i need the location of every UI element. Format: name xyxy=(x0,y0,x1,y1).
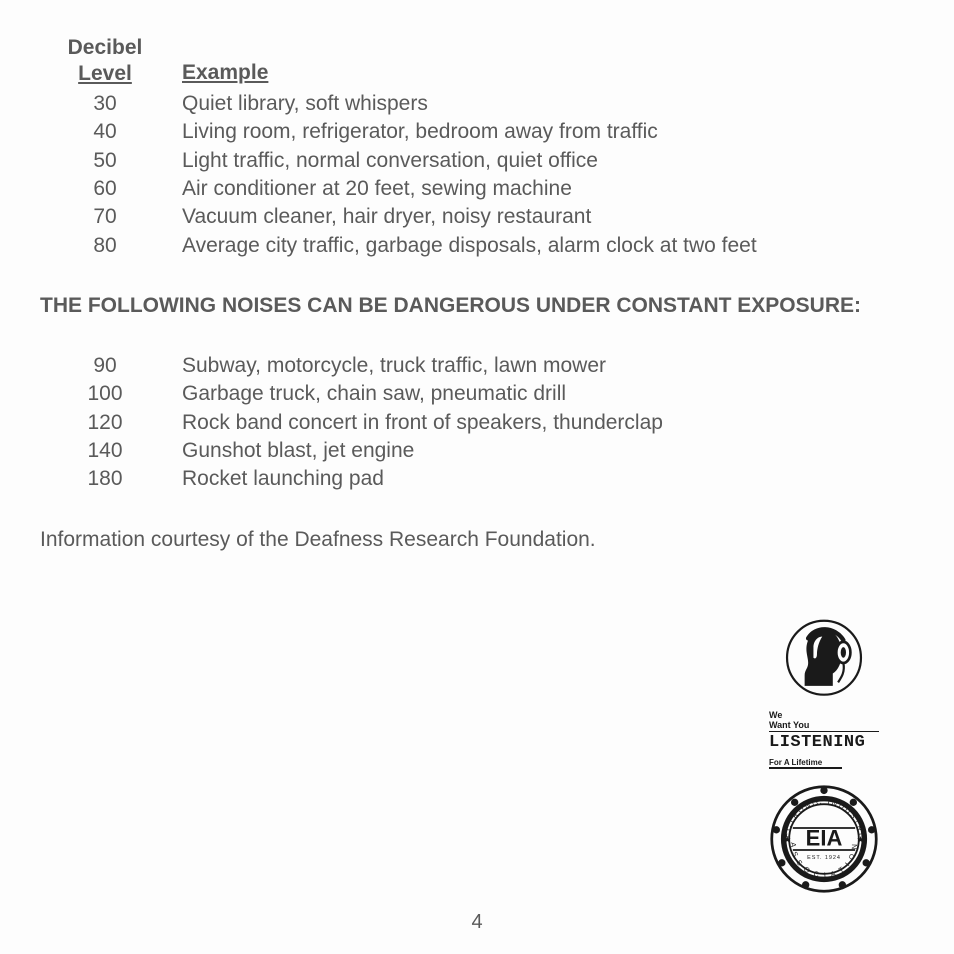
table-row: 60Air conditioner at 20 feet, sewing mac… xyxy=(40,175,914,203)
cell-level: 100 xyxy=(40,380,170,408)
cell-example: Light traffic, normal conversation, quie… xyxy=(170,147,914,175)
cell-example: Subway, motorcycle, truck traffic, lawn … xyxy=(170,352,914,380)
safe-rows: 30Quiet library, soft whispers40Living r… xyxy=(40,90,914,260)
svg-text:★: ★ xyxy=(783,835,791,845)
table-row: 40Living room, refrigerator, bedroom awa… xyxy=(40,118,914,146)
cell-level: 90 xyxy=(40,352,170,380)
table-row: 120Rock band concert in front of speaker… xyxy=(40,409,914,437)
header-level-line2: Level xyxy=(78,62,132,86)
table-row: 180Rocket launching pad xyxy=(40,465,914,493)
svg-text:★: ★ xyxy=(857,835,865,845)
cell-example: Quiet library, soft whispers xyxy=(170,90,914,118)
table-row: 90Subway, motorcycle, truck traffic, law… xyxy=(40,352,914,380)
header-level: Decibel Level xyxy=(40,36,170,86)
page-number: 4 xyxy=(0,911,954,934)
logos-container: We Want You LISTENING For A Lifetime ELE… xyxy=(764,619,884,894)
cell-level: 140 xyxy=(40,437,170,465)
table-row: 30Quiet library, soft whispers xyxy=(40,90,914,118)
table-row: 80Average city traffic, garbage disposal… xyxy=(40,232,914,260)
header-level-line1: Decibel xyxy=(40,36,170,60)
cell-level: 180 xyxy=(40,465,170,493)
table-header: Decibel Level Example xyxy=(40,36,914,86)
cell-example: Living room, refrigerator, bedroom away … xyxy=(170,118,914,146)
listening-sub: For A Lifetime xyxy=(769,758,842,769)
cell-example: Vacuum cleaner, hair dryer, noisy restau… xyxy=(170,203,914,231)
listening-big: LISTENING xyxy=(769,731,879,752)
cell-level: 30 xyxy=(40,90,170,118)
cell-level: 60 xyxy=(40,175,170,203)
cell-level: 70 xyxy=(40,203,170,231)
cell-level: 40 xyxy=(40,118,170,146)
cell-example: Rock band concert in front of speakers, … xyxy=(170,409,914,437)
listening-line2: Want You xyxy=(769,721,879,731)
cell-level: 80 xyxy=(40,232,170,260)
cell-level: 120 xyxy=(40,409,170,437)
warning-heading: THE FOLLOWING NOISES CAN BE DANGEROUS UN… xyxy=(40,294,914,318)
cell-example: Garbage truck, chain saw, pneumatic dril… xyxy=(170,380,914,408)
eia-center: EIA xyxy=(806,825,843,850)
credit-line: Information courtesy of the Deafness Res… xyxy=(40,528,914,552)
table-row: 70Vacuum cleaner, hair dryer, noisy rest… xyxy=(40,203,914,231)
cell-level: 50 xyxy=(40,147,170,175)
cell-example: Air conditioner at 20 feet, sewing machi… xyxy=(170,175,914,203)
eia-logo: ELECTRONIC INDUSTRIES A S S O C I A T I … xyxy=(769,784,879,894)
cell-example: Average city traffic, garbage disposals,… xyxy=(170,232,914,260)
header-example: Example xyxy=(170,61,268,86)
listening-logo: We Want You LISTENING For A Lifetime xyxy=(769,619,879,770)
listening-head-icon xyxy=(778,619,870,707)
table-row: 140Gunshot blast, jet engine xyxy=(40,437,914,465)
danger-rows: 90Subway, motorcycle, truck traffic, law… xyxy=(40,352,914,494)
eia-est: EST. 1924 xyxy=(807,855,841,861)
cell-example: Gunshot blast, jet engine xyxy=(170,437,914,465)
table-row: 50Light traffic, normal conversation, qu… xyxy=(40,147,914,175)
cell-example: Rocket launching pad xyxy=(170,465,914,493)
table-row: 100Garbage truck, chain saw, pneumatic d… xyxy=(40,380,914,408)
